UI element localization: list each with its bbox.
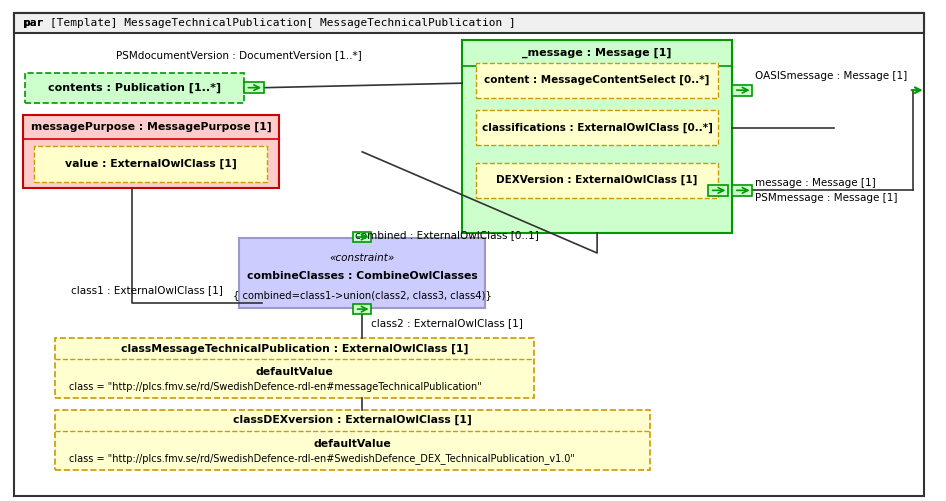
FancyBboxPatch shape <box>25 73 243 103</box>
Text: combined : ExternalOwlClass [0..1]: combined : ExternalOwlClass [0..1] <box>355 230 539 240</box>
FancyBboxPatch shape <box>476 110 718 145</box>
FancyBboxPatch shape <box>243 82 264 93</box>
Text: par [Template] MessageTechnicalPublication[ MessageTechnicalPublication ]: par [Template] MessageTechnicalPublicati… <box>23 18 516 28</box>
FancyBboxPatch shape <box>353 232 372 242</box>
Text: content : MessageContentSelect [0..*]: content : MessageContentSelect [0..*] <box>484 75 710 85</box>
Text: defaultValue: defaultValue <box>255 367 333 377</box>
FancyBboxPatch shape <box>476 163 718 198</box>
FancyBboxPatch shape <box>55 410 650 470</box>
FancyBboxPatch shape <box>34 146 267 182</box>
Text: PSMmessage : Message [1]: PSMmessage : Message [1] <box>755 193 898 203</box>
Text: class2 : ExternalOwlClass [1]: class2 : ExternalOwlClass [1] <box>372 318 523 328</box>
FancyBboxPatch shape <box>23 115 279 188</box>
Text: classMessageTechnicalPublication : ExternalOwlClass [1]: classMessageTechnicalPublication : Exter… <box>120 344 468 354</box>
Text: defaultValue: defaultValue <box>313 439 392 449</box>
FancyBboxPatch shape <box>463 40 732 233</box>
Text: classDEXversion : ExternalOwlClass [1]: classDEXversion : ExternalOwlClass [1] <box>233 415 472 425</box>
Text: _message : Message [1]: _message : Message [1] <box>522 48 672 58</box>
FancyBboxPatch shape <box>732 85 752 96</box>
FancyBboxPatch shape <box>239 238 485 308</box>
FancyBboxPatch shape <box>14 13 923 496</box>
FancyBboxPatch shape <box>55 338 534 398</box>
FancyBboxPatch shape <box>732 185 752 196</box>
Text: message : Message [1]: message : Message [1] <box>755 178 876 188</box>
FancyBboxPatch shape <box>353 304 372 314</box>
Text: PSMdocumentVersion : DocumentVersion [1..*]: PSMdocumentVersion : DocumentVersion [1.… <box>116 50 361 60</box>
Text: class1 : ExternalOwlClass [1]: class1 : ExternalOwlClass [1] <box>72 286 223 296</box>
Text: par: par <box>23 18 44 28</box>
Text: class = "http://plcs.fmv.se/rd/SwedishDefence-rdl-en#messageTechnicalPublication: class = "http://plcs.fmv.se/rd/SwedishDe… <box>69 382 482 392</box>
Text: value : ExternalOwlClass [1]: value : ExternalOwlClass [1] <box>65 159 236 169</box>
FancyBboxPatch shape <box>476 63 718 98</box>
Text: combineClasses : CombineOwlClasses: combineClasses : CombineOwlClasses <box>247 271 478 281</box>
Text: { combined=class1->union(class2, class3, class4)}: { combined=class1->union(class2, class3,… <box>233 291 492 301</box>
Text: DEXVersion : ExternalOwlClass [1]: DEXVersion : ExternalOwlClass [1] <box>497 175 698 185</box>
Text: messagePurpose : MessagePurpose [1]: messagePurpose : MessagePurpose [1] <box>30 122 272 132</box>
Text: contents : Publication [1..*]: contents : Publication [1..*] <box>47 83 220 93</box>
Text: «constraint»: «constraint» <box>329 253 394 263</box>
Text: class = "http://plcs.fmv.se/rd/SwedishDefence-rdl-en#SwedishDefence_DEX_Technica: class = "http://plcs.fmv.se/rd/SwedishDe… <box>69 453 574 464</box>
Text: OASISmessage : Message [1]: OASISmessage : Message [1] <box>755 71 907 81</box>
FancyBboxPatch shape <box>14 13 923 33</box>
FancyBboxPatch shape <box>708 185 728 196</box>
Text: classifications : ExternalOwlClass [0..*]: classifications : ExternalOwlClass [0..*… <box>482 123 712 133</box>
